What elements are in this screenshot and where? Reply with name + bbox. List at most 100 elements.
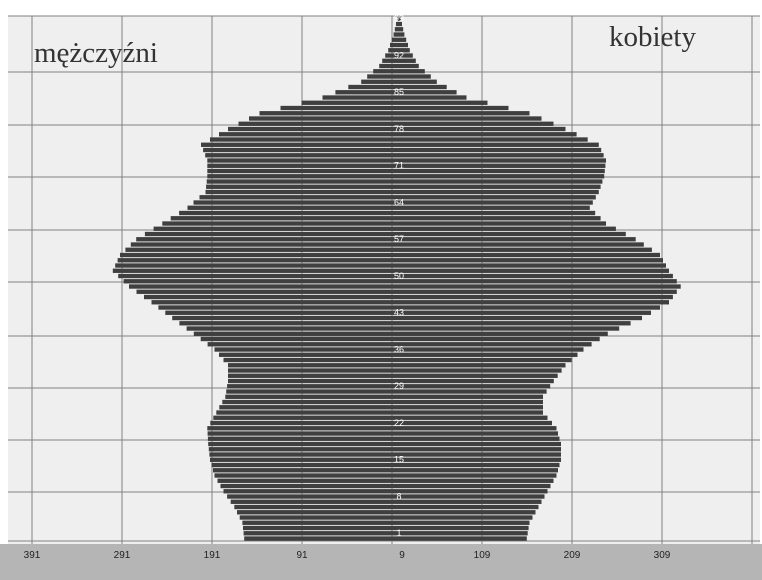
male-bar-age-28 [226, 389, 399, 394]
female-bar-age-75 [399, 142, 599, 147]
age-label-43: 43 [394, 308, 404, 318]
male-bar-age-29 [227, 384, 399, 389]
male-bar-age-45 [151, 300, 399, 305]
female-bar-age-9 [399, 489, 548, 494]
male-bar-age-96 [393, 32, 399, 37]
female-bar-age-53 [399, 258, 663, 263]
female-bar-age-59 [399, 226, 616, 231]
female-bar-age-40 [399, 326, 620, 331]
male-bar-age-35 [219, 352, 399, 357]
female-bar-age-61 [399, 216, 601, 221]
female-bar-age-93 [399, 48, 410, 53]
male-bar-age-16 [209, 452, 399, 457]
male-bar-age-7 [230, 499, 399, 504]
female-bar-age-77 [399, 132, 577, 137]
x-tick-label-91: 91 [296, 550, 308, 561]
male-bar-age-72 [207, 158, 399, 163]
female-bar-age-62 [399, 210, 596, 216]
male-bar-age-36 [214, 347, 399, 352]
age-label-78: 78 [394, 124, 404, 134]
male-bar-age-51 [112, 268, 400, 273]
female-bar-age-56 [399, 242, 644, 247]
male-bar-age-25 [219, 405, 399, 410]
female-bar-age-51 [399, 268, 669, 273]
male-bar-age-99 [397, 16, 399, 21]
female-bar-age-46 [399, 294, 673, 300]
female-bar-age-22 [399, 420, 552, 426]
female-bar-age-65 [399, 195, 596, 200]
female-bar-age-17 [399, 447, 561, 452]
female-bar-age-78 [399, 126, 566, 132]
female-bar-age-26 [399, 399, 543, 405]
x-tick-label-9: 9 [399, 550, 405, 561]
male-bar-age-12 [214, 473, 399, 478]
male-bar-age-84 [322, 95, 399, 100]
female-bar-age-81 [399, 111, 530, 116]
female-bar-age-48 [399, 284, 681, 289]
male-bar-age-14 [211, 462, 399, 468]
title-right: kobiety [609, 21, 696, 53]
age-label-57: 57 [394, 234, 404, 244]
male-bar-age-40 [186, 326, 399, 331]
age-label-50: 50 [394, 271, 404, 281]
age-label-8: 8 [396, 491, 401, 501]
female-bar-age-76 [399, 137, 588, 142]
male-bar-age-68 [206, 179, 399, 184]
male-bar-age-75 [201, 142, 399, 147]
female-bar-age-89 [399, 69, 425, 74]
female-bar-age-79 [399, 121, 554, 126]
female-bar-age-1 [399, 531, 528, 536]
female-bar-age-19 [399, 436, 560, 441]
female-bar-age-39 [399, 331, 608, 336]
male-bar-age-52 [115, 263, 399, 268]
male-bar-age-18 [208, 441, 399, 447]
age-label-1: 1 [396, 528, 401, 538]
female-bar-age-73 [399, 153, 604, 158]
male-bar-age-74 [203, 147, 399, 153]
male-bar-age-41 [179, 321, 399, 326]
female-bar-age-60 [399, 221, 606, 226]
age-labels: 99 92 85 78 71 64 57 50 43 36 29 22 15 8 1 [394, 14, 404, 538]
male-bar-age-8 [227, 494, 399, 499]
female-bar-age-14 [399, 462, 560, 468]
male-bar-age-54 [120, 252, 399, 258]
male-bar-age-95 [391, 37, 399, 42]
female-bar-age-80 [399, 116, 542, 121]
female-bar-age-33 [399, 363, 566, 368]
male-bar-age-98 [396, 21, 399, 27]
male-bar-age-65 [199, 195, 399, 200]
male-bar-age-13 [213, 468, 399, 473]
male-bar-age-39 [193, 331, 399, 336]
male-bar-age-86 [348, 84, 399, 90]
male-bar-age-37 [207, 342, 399, 347]
age-label-22: 22 [394, 418, 404, 428]
female-bar-age-3 [399, 520, 530, 525]
male-bar-age-66 [205, 189, 399, 195]
female-bar-age-64 [399, 200, 593, 205]
male-bar-age-60 [162, 221, 399, 226]
male-bar-age-97 [394, 27, 399, 32]
female-bar-age-85 [399, 90, 457, 95]
male-bar-age-56 [130, 242, 400, 247]
male-bar-age-46 [144, 294, 399, 300]
male-bar-age-17 [208, 447, 399, 452]
male-bar-age-81 [259, 111, 399, 116]
male-bar-age-78 [228, 126, 399, 132]
male-bar-age-70 [207, 168, 399, 174]
female-bar-age-4 [399, 515, 533, 520]
male-bar-age-11 [217, 478, 399, 483]
male-bar-age-85 [335, 90, 399, 95]
female-bar-age-98 [399, 21, 402, 27]
female-bar-age-88 [399, 74, 431, 79]
male-bar-age-93 [388, 48, 399, 53]
age-label-29: 29 [394, 381, 404, 391]
x-tick-label-191: 191 [204, 550, 221, 561]
female-bar-age-0 [399, 536, 527, 541]
male-bar-age-69 [207, 174, 399, 179]
female-bar-age-82 [399, 105, 509, 111]
female-bar-age-84 [399, 95, 467, 100]
female-bar-age-11 [399, 478, 554, 483]
female-bar-age-8 [399, 494, 545, 499]
female-bar-age-70 [399, 168, 605, 174]
